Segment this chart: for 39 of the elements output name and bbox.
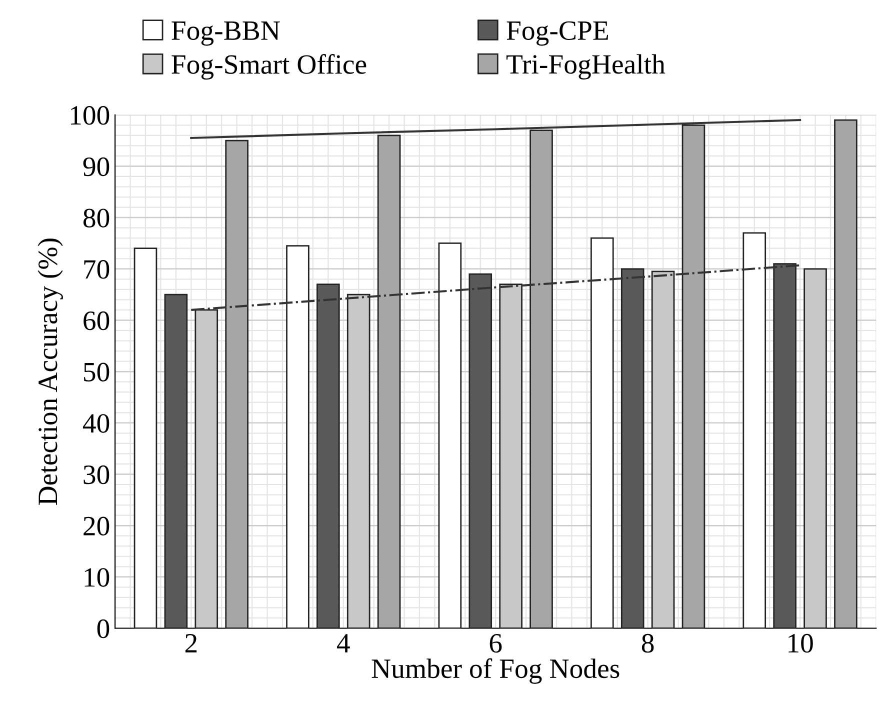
x-tick-label: 10 [788, 634, 813, 653]
line-series [190, 264, 802, 312]
x-tick-label: 2 [185, 634, 197, 652]
bar [468, 273, 492, 628]
bar [134, 248, 158, 628]
bar [286, 245, 310, 628]
legend-label: Fog-Smart Office [172, 54, 366, 80]
bar [377, 134, 401, 628]
bar [834, 119, 858, 628]
bar [316, 284, 340, 628]
x-tick-label: 8 [642, 634, 654, 653]
y-tick-label: 90 [83, 157, 110, 176]
y-tick-label: 70 [84, 260, 110, 279]
bar [438, 242, 462, 628]
bar [590, 237, 614, 628]
bar [742, 232, 766, 628]
bar [682, 124, 706, 628]
x-tick-label: 6 [490, 634, 502, 653]
y-axis-title: Detection Accuracy (%) [38, 238, 63, 505]
legend-label: Fog-CPE [506, 21, 608, 46]
x-axis-title: Number of Fog Nodes [372, 658, 620, 684]
bar [773, 263, 796, 628]
y-tick-label: 50 [84, 362, 110, 382]
y-tick-label: 40 [82, 414, 110, 433]
x-tick-label: 4 [336, 634, 350, 652]
y-tick-label: 10 [84, 568, 110, 587]
line-series [190, 118, 802, 140]
y-tick-label: 80 [83, 208, 110, 228]
y-tick-label: 60 [84, 311, 110, 330]
bar [530, 130, 553, 628]
bar [225, 140, 248, 628]
bar [620, 268, 644, 628]
legend-label: Tri-FogHealth [506, 54, 666, 80]
y-tick-label: 20 [84, 516, 110, 536]
legend-label: Fog-BBN [172, 22, 280, 46]
y-tick-label: 0 [97, 619, 110, 638]
y-tick-label: 100 [70, 106, 110, 125]
bar [164, 294, 188, 628]
y-tick-label: 30 [84, 465, 110, 484]
